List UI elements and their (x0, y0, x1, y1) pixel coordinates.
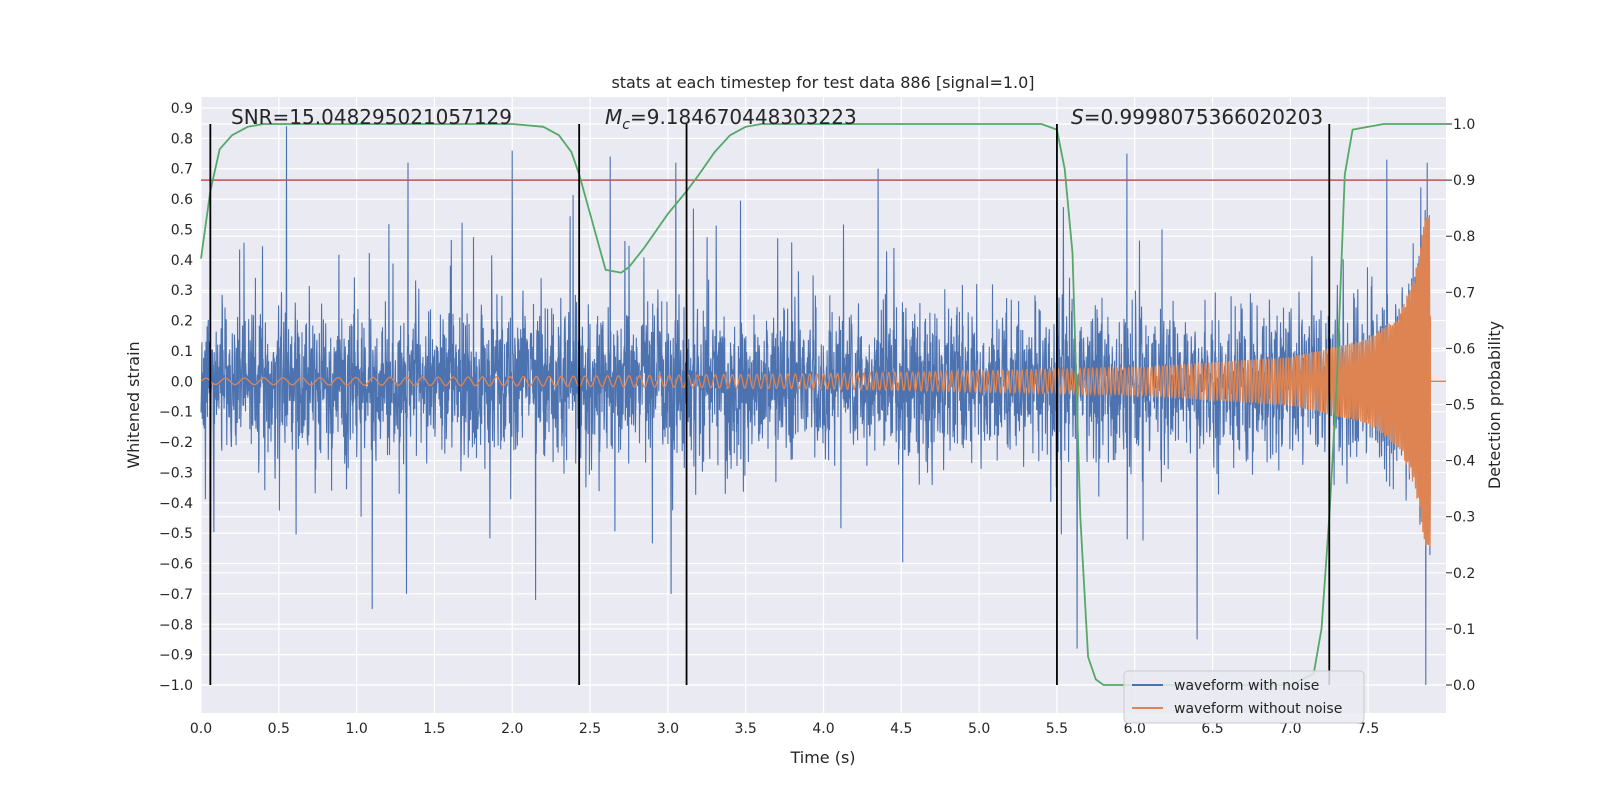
x-tick-label: 0.5 (268, 721, 290, 737)
y-right-axis-label: Detection probability (1485, 321, 1504, 489)
x-tick-label: 2.5 (579, 721, 601, 737)
legend-label-noise: waveform with noise (1174, 678, 1319, 694)
y-right-tick-label: 0.1 (1453, 622, 1475, 638)
s-symbol: S (1071, 105, 1084, 129)
x-tick-label: 0.0 (190, 721, 212, 737)
y-axis-ticks: −1.0 −0.9 −0.8 −0.7 −0.6 −0.5 −0.4 −0.3 −0.2 −0.1… (159, 101, 193, 694)
y-tick-label: 0.8 (171, 131, 193, 147)
y-tick-label: 0.5 (171, 222, 193, 238)
y-tick-label: −0.2 (159, 435, 193, 451)
y-tick-label: −0.6 (159, 557, 193, 573)
y-tick-label: 0.4 (171, 253, 193, 269)
vertical-markers (209, 124, 1331, 685)
series-waveform-without-noise (200, 216, 1446, 547)
x-tick-label: 4.5 (890, 721, 912, 737)
y-tick-label: 0.3 (171, 283, 193, 299)
y-tick-label: 0.6 (171, 192, 193, 208)
x-tick-label: 5.5 (1046, 721, 1068, 737)
x-tick-label: 1.0 (345, 721, 367, 737)
y-tick-label: 0.0 (171, 374, 193, 390)
s-value: =0.9998075366020203 (1084, 105, 1323, 129)
x-tick-label: 2.0 (501, 721, 523, 737)
y-tick-label: −0.7 (159, 587, 193, 603)
clean-waveform-line (200, 216, 1446, 547)
x-tick-label: 7.0 (1279, 721, 1301, 737)
x-axis-ticks: 0.0 0.5 1.0 1.5 2.0 2.5 3.0 3.5 4.0 4.5 5.0 5.5 6.0 6… (190, 721, 1379, 737)
y-axis-label: Whitened strain (124, 341, 143, 468)
s-annotation: S=0.9998075366020203 (1071, 105, 1323, 129)
y-tick-label: −0.3 (159, 465, 193, 481)
y-tick-label: −0.8 (159, 617, 193, 633)
chart-title: stats at each timestep for test data 886… (611, 73, 1034, 92)
chirp-mass-annotation: Mc=9.184670448303223 (605, 105, 857, 133)
y-tick-label: −1.0 (159, 678, 193, 694)
x-tick-label: 5.0 (968, 721, 990, 737)
y-right-tick-label: 0.7 (1453, 285, 1475, 301)
y-tick-label: 0.7 (171, 162, 193, 178)
y-tick-label: −0.4 (159, 496, 193, 512)
x-tick-label: 1.5 (423, 721, 445, 737)
y-right-tick-label: 0.3 (1453, 510, 1475, 526)
y-right-tick-label: 0.2 (1453, 566, 1475, 582)
y-right-tick-label: 0.4 (1453, 454, 1475, 470)
y-tick-label: −0.9 (159, 648, 193, 664)
y-tick-label: −0.1 (159, 405, 193, 421)
legend-box (1123, 670, 1365, 724)
y-right-tick-label: 0.8 (1453, 229, 1475, 245)
snr-annotation: SNR=15.048295021057129 (231, 105, 512, 129)
x-tick-label: 3.0 (657, 721, 679, 737)
chirp-mass-subscript: c (622, 117, 630, 133)
y-right-tick-label: 0.5 (1453, 398, 1475, 414)
x-tick-label: 3.5 (735, 721, 757, 737)
x-tick-label: 6.0 (1124, 721, 1146, 737)
y-tick-label: 0.2 (171, 314, 193, 330)
noise-waveform-line (200, 126, 1431, 686)
legend-label-clean: waveform without noise (1174, 701, 1342, 717)
x-axis-label: Time (s) (789, 748, 855, 767)
chirp-mass-value: =9.184670448303223 (630, 105, 857, 129)
y-right-tick-label: 0.9 (1453, 173, 1475, 189)
legend: waveform with noise waveform without noi… (1123, 670, 1365, 724)
x-tick-label: 7.5 (1357, 721, 1379, 737)
y-right-axis-ticks: 0.0 0.1 0.2 0.3 0.4 0.5 0.6 0.7 0.8 0.9 1.0 (1446, 117, 1475, 694)
y-right-tick-label: 0.0 (1453, 678, 1475, 694)
y-tick-label: −0.5 (159, 526, 193, 542)
y-right-tick-label: 1.0 (1453, 117, 1475, 133)
y-tick-label: 0.9 (171, 101, 193, 117)
series-waveform-with-noise (200, 126, 1431, 686)
x-tick-label: 6.5 (1201, 721, 1223, 737)
x-tick-label: 4.0 (812, 721, 834, 737)
y-right-tick-label: 0.6 (1453, 341, 1475, 357)
y-tick-label: 0.1 (171, 344, 193, 360)
chirp-mass-symbol: M (605, 105, 622, 129)
